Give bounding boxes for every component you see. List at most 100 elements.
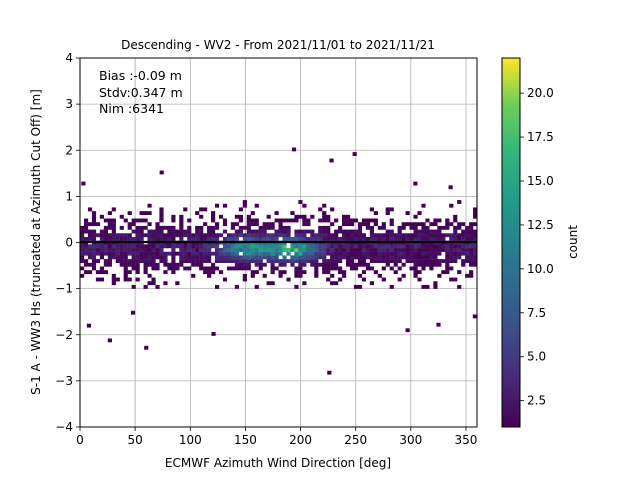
heatmap-cell: [223, 278, 227, 282]
heatmap-cell: [251, 252, 255, 256]
heatmap-cell: [294, 233, 298, 237]
heatmap-cell: [330, 263, 334, 267]
heatmap-cell: [92, 252, 96, 256]
heatmap-cell: [302, 244, 306, 248]
heatmap-cell: [362, 237, 366, 241]
heatmap-cell: [318, 237, 322, 241]
heatmap-cell: [398, 248, 402, 252]
heatmap-cell: [80, 237, 84, 241]
heatmap-cell: [370, 266, 374, 270]
heatmap-cell: [255, 219, 259, 223]
heatmap-cell: [469, 230, 473, 234]
heatmap-cell: [215, 248, 219, 252]
heatmap-cell: [207, 237, 211, 241]
heatmap-cell: [267, 237, 271, 241]
heatmap-cell: [354, 266, 358, 270]
heatmap-cell: [199, 237, 203, 241]
heatmap-cell: [144, 219, 148, 223]
heatmap-cell: [390, 285, 394, 289]
heatmap-cell: [108, 211, 112, 215]
heatmap-cell: [239, 219, 243, 223]
y-tick-label: −4: [55, 420, 73, 434]
heatmap-cell: [461, 263, 465, 267]
heatmap-cell: [326, 226, 330, 230]
heatmap-cell: [92, 255, 96, 259]
heatmap-cell: [223, 244, 227, 248]
heatmap-cell: [243, 200, 247, 204]
heatmap-cell: [187, 233, 191, 237]
heatmap-cell: [84, 230, 88, 234]
heatmap-cell: [203, 255, 207, 259]
heatmap-cell: [302, 233, 306, 237]
heatmap-cell: [132, 255, 136, 259]
y-tick-label: 4: [65, 51, 73, 65]
heatmap-cell: [159, 237, 163, 241]
heatmap-cell: [322, 215, 326, 219]
heatmap-cell: [235, 222, 239, 226]
heatmap-cell: [231, 233, 235, 237]
heatmap-cell: [108, 255, 112, 259]
heatmap-cell: [302, 255, 306, 259]
heatmap-cell: [358, 274, 362, 278]
heatmap-cell: [243, 274, 247, 278]
heatmap-cell: [457, 222, 461, 226]
heatmap-cell: [465, 255, 469, 259]
heatmap-cell: [390, 244, 394, 248]
heatmap-cell: [259, 226, 263, 230]
heatmap-cell: [362, 219, 366, 223]
heatmap-cell: [231, 255, 235, 259]
heatmap-cell: [175, 252, 179, 256]
heatmap-cell: [282, 259, 286, 263]
heatmap-cell: [314, 259, 318, 263]
heatmap-cell: [382, 222, 386, 226]
heatmap-cell: [203, 244, 207, 248]
heatmap-cell: [382, 266, 386, 270]
heatmap-cell: [342, 252, 346, 256]
heatmap-cell: [267, 222, 271, 226]
heatmap-cell: [136, 237, 140, 241]
heatmap-cell: [203, 237, 207, 241]
heatmap-cell: [187, 230, 191, 234]
heatmap-cell: [136, 248, 140, 252]
heatmap-cell: [413, 237, 417, 241]
heatmap-cell: [318, 226, 322, 230]
heatmap-cell: [259, 266, 263, 270]
heatmap-cell: [386, 233, 390, 237]
heatmap-cell: [271, 237, 275, 241]
annotation-bias: Bias :-0.09 m: [99, 68, 182, 83]
heatmap-cell: [449, 278, 453, 282]
heatmap-cell: [255, 230, 259, 234]
heatmap-cell: [354, 255, 358, 259]
heatmap-cell: [247, 259, 251, 263]
heatmap-cell: [370, 226, 374, 230]
heatmap-cell: [298, 215, 302, 219]
heatmap-cell: [425, 263, 429, 267]
heatmap-cell: [84, 222, 88, 226]
heatmap-cell: [88, 263, 92, 267]
heatmap-cell: [163, 255, 167, 259]
heatmap-cell: [251, 270, 255, 274]
heatmap-cell: [104, 248, 108, 252]
heatmap-cell: [294, 252, 298, 256]
heatmap-cell: [314, 233, 318, 237]
heatmap-cell: [417, 211, 421, 215]
heatmap-cell: [108, 263, 112, 267]
heatmap-cell: [151, 259, 155, 263]
heatmap-cell: [128, 263, 132, 267]
heatmap-cell: [147, 230, 151, 234]
heatmap-cell: [314, 270, 318, 274]
heatmap-cell: [406, 244, 410, 248]
heatmap-cell: [453, 226, 457, 230]
heatmap-cell: [267, 255, 271, 259]
heatmap-cell: [358, 230, 362, 234]
heatmap-cell: [382, 226, 386, 230]
heatmap-cell: [231, 226, 235, 230]
heatmap-cell: [302, 219, 306, 223]
heatmap-cell: [338, 266, 342, 270]
heatmap-cell: [294, 244, 298, 248]
heatmap-cell: [298, 237, 302, 241]
heatmap-cell: [382, 244, 386, 248]
heatmap-cell: [211, 211, 215, 215]
heatmap-cell: [398, 278, 402, 282]
heatmap-cell: [255, 244, 259, 248]
